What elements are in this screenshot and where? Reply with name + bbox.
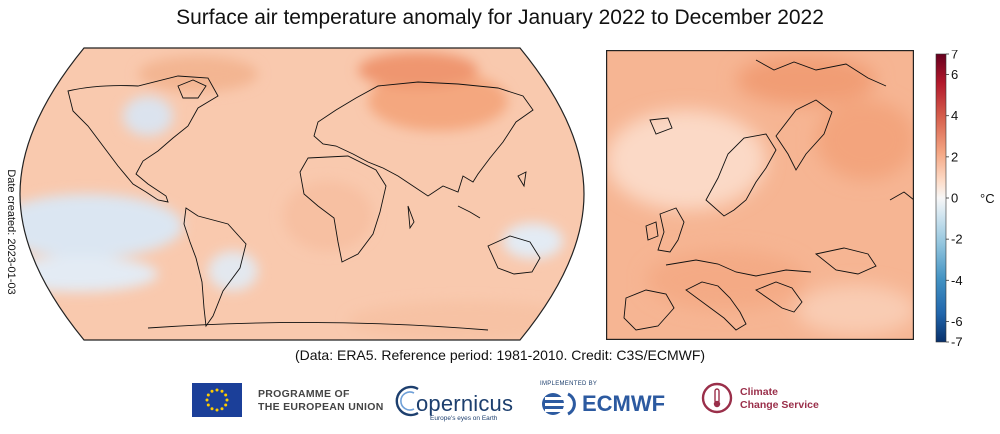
map-frame bbox=[19, 47, 585, 341]
colorbar: 7 6 4 2 0 -2 -4 -6 -7 °C bbox=[935, 50, 995, 346]
colorbar-tick-label: 7 bbox=[951, 50, 958, 62]
eu-programme-label: PROGRAMME OF THE EUROPEAN UNION bbox=[258, 388, 384, 413]
copernicus-tagline: Europe's eyes on Earth bbox=[430, 415, 498, 422]
colorbar-ticks: 7 6 4 2 0 -2 -4 -6 -7 bbox=[946, 50, 963, 346]
ecmwf-wordmark: ECMWF bbox=[582, 391, 666, 416]
colorbar-tick-label: 2 bbox=[951, 149, 958, 164]
colorbar-tick-label: -2 bbox=[951, 232, 963, 247]
date-created-label: Date created: 2023-01-03 bbox=[5, 169, 17, 295]
europe-frame bbox=[606, 50, 914, 340]
colorbar-tick-label: -7 bbox=[951, 335, 963, 347]
logo-strip: PROGRAMME OF THE EUROPEAN UNION opernicu… bbox=[0, 377, 1000, 429]
colorbar-tick-label: 6 bbox=[951, 67, 958, 82]
eu-flag-icon bbox=[192, 383, 242, 417]
colorbar-tick-label: 4 bbox=[951, 108, 958, 123]
c3s-thermometer-icon bbox=[701, 382, 733, 414]
ecmwf-implemented-label: IMPLEMENTED BY bbox=[540, 381, 598, 387]
c3s-label: Climate Change Service bbox=[740, 386, 819, 411]
colorbar-tick-label: 0 bbox=[951, 191, 958, 206]
europe-coastlines bbox=[623, 59, 914, 331]
map-title: Surface air temperature anomaly for Janu… bbox=[176, 6, 824, 29]
colorbar-unit: °C bbox=[980, 191, 995, 206]
world-anomaly-map bbox=[19, 47, 585, 341]
data-credit-caption: (Data: ERA5. Reference period: 1981-2010… bbox=[294, 347, 706, 363]
ecmwf-logo-icon bbox=[542, 392, 576, 416]
europe-anomaly-map bbox=[606, 50, 914, 340]
colorbar-gradient bbox=[935, 53, 947, 343]
copernicus-logo-icon bbox=[395, 385, 419, 417]
colorbar-tick-label: -6 bbox=[951, 314, 963, 329]
coastlines bbox=[67, 75, 541, 331]
colorbar-tick-label: -4 bbox=[951, 273, 963, 288]
copernicus-wordmark: opernicus bbox=[416, 391, 514, 416]
